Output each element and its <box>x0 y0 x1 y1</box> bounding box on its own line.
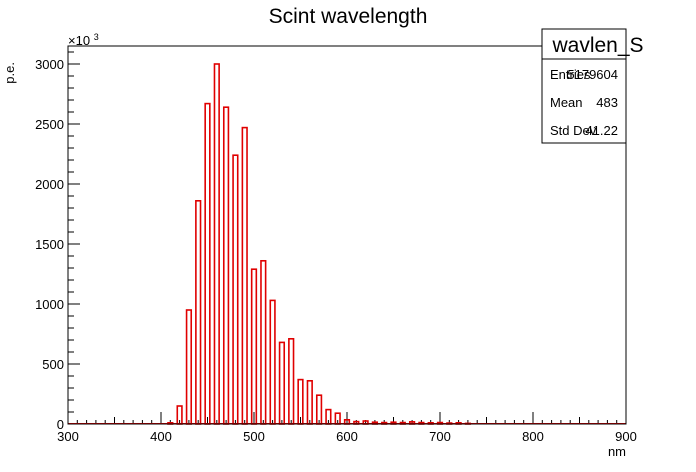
histogram-bar <box>213 63 220 425</box>
stats-box-frame <box>541 28 627 144</box>
histogram-bar <box>195 200 202 425</box>
x-tick-label: 800 <box>522 429 544 444</box>
y-tick-label: 1000 <box>35 297 64 312</box>
tick-labels: 300 400 500 600 700 800 900 0 500 1000 1500 2000 250… <box>35 57 637 444</box>
stats-box-name: wavlen_S <box>551 34 643 57</box>
svg-text:×10 3: ×10 3 <box>68 32 99 48</box>
histogram-bar <box>306 379 313 425</box>
y-axis-title: p.e. <box>2 62 17 84</box>
y-tick-label: 0 <box>57 417 64 432</box>
y-tick-label: 2500 <box>35 117 64 132</box>
y-tick-label: 500 <box>42 357 64 372</box>
y-tick-label: 1500 <box>35 237 64 252</box>
plot-frame <box>67 45 627 425</box>
histogram-bar <box>315 394 323 425</box>
x-tick-label: 600 <box>336 429 358 444</box>
x-tick-label: 900 <box>615 429 637 444</box>
stats-entries-value: 5179604 <box>567 67 618 82</box>
chart-title: Scint wavelength <box>269 5 428 28</box>
stats-entries-label: Entries <box>550 67 591 82</box>
stats-stddev-value: 41.22 <box>585 123 618 138</box>
histogram-bar <box>232 154 239 425</box>
stats-stddev-label: Std Dev <box>550 123 597 138</box>
y-tick-label: 3000 <box>35 57 64 72</box>
y-multiplier-exponent: 3 <box>94 32 99 42</box>
x-tick-label: 400 <box>150 429 172 444</box>
histogram-bar <box>222 106 230 425</box>
histogram-bar <box>204 102 211 425</box>
histogram-bar <box>269 299 276 425</box>
x-axis-title: nm <box>608 444 626 459</box>
histogram-bar <box>185 309 193 425</box>
histogram-bar <box>241 126 248 425</box>
histogram-bar <box>250 268 258 425</box>
x-tick-label: 500 <box>243 429 265 444</box>
stats-mean-value: 483 <box>596 95 618 110</box>
y-tick-label: 2000 <box>35 177 64 192</box>
x-tick-label: 300 <box>57 429 79 444</box>
histogram-bar <box>278 341 286 425</box>
x-tick-label: 700 <box>429 429 451 444</box>
histogram-bar <box>260 259 267 425</box>
stats-mean-label: Mean <box>550 95 583 110</box>
histogram-bar <box>288 337 295 425</box>
y-axis-multiplier: ×10 3 <box>68 32 99 48</box>
y-multiplier-base: ×10 <box>68 33 90 48</box>
stats-box: wavlen_S Entries 5179604 Mean 483 Std De… <box>541 28 644 144</box>
